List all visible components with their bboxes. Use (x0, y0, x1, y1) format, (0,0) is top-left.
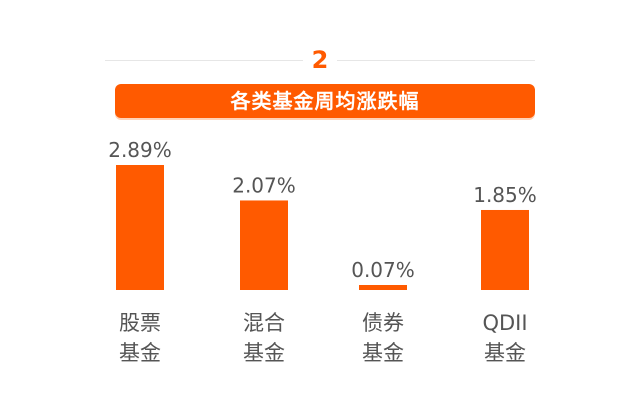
category-label-1-line1: 混合 (243, 311, 285, 335)
bar-2 (359, 285, 407, 290)
category-label-0-line2: 基金 (119, 341, 161, 365)
bar-0 (116, 165, 164, 290)
section-number: 2 (303, 44, 337, 76)
bar-1 (240, 200, 288, 290)
value-label-2: 0.07% (351, 258, 415, 282)
value-label-1: 2.07% (232, 173, 296, 197)
chart-title: 各类基金周均涨跌幅 (115, 84, 535, 118)
value-label-0: 2.89% (108, 138, 172, 162)
category-label-2-line1: 债券 (362, 311, 404, 335)
divider-left (105, 60, 303, 61)
category-label-2-line2: 基金 (362, 341, 404, 365)
category-label-0-line1: 股票 (119, 311, 161, 335)
category-label-3-line1: QDII (482, 311, 527, 335)
divider-right (337, 60, 535, 61)
value-label-3: 1.85% (473, 183, 537, 207)
category-label-1-line2: 基金 (243, 341, 285, 365)
bar-3 (481, 209, 529, 290)
category-label-3-line2: 基金 (484, 341, 526, 365)
